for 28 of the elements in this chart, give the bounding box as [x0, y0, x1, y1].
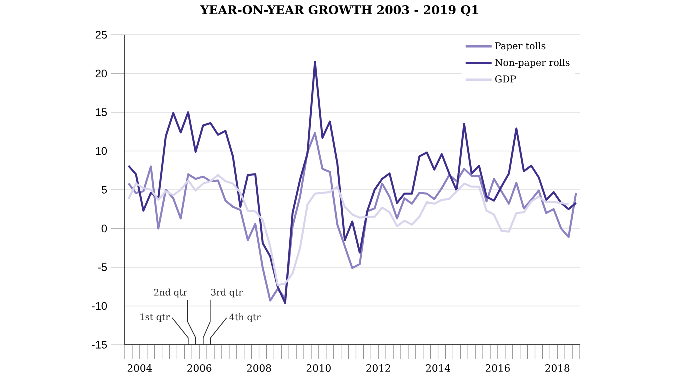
annotation: 2nd qtr — [154, 288, 188, 298]
annotation: 3rd qtr — [211, 288, 243, 298]
line-series — [128, 132, 578, 302]
y-tick-label: 0 — [102, 224, 108, 233]
legend-label: Non-paper rolls — [495, 58, 570, 68]
x-tick-label: 2006 — [188, 364, 212, 372]
annotation: 4th qtr — [230, 314, 261, 322]
x-tick-label: 2016 — [486, 364, 510, 372]
x-tick-label: 2012 — [366, 364, 390, 372]
x-tick-label: 2010 — [306, 364, 331, 372]
y-tick-label: 20 — [96, 70, 108, 78]
x-tick-label: 2004 — [128, 364, 152, 372]
annotation: 1st qtr — [140, 314, 170, 322]
line-series — [128, 61, 578, 304]
line-series — [128, 174, 570, 286]
x-tick-label: 2008 — [247, 364, 272, 372]
y-tick-label: 15 — [96, 108, 108, 116]
chart-title: YEAR-ON-YEAR GROWTH 2003 - 2019 Q1 — [200, 6, 478, 17]
y-tick-label: -5 — [98, 264, 108, 272]
y-tick-label: 10 — [96, 147, 108, 156]
y-tick-label: -15 — [92, 341, 108, 349]
legend-label: Paper tolls — [495, 42, 546, 52]
legend-label: GDP — [496, 76, 516, 83]
x-tick-label: 2018 — [546, 364, 570, 372]
y-tick-label: -10 — [92, 302, 108, 310]
x-tick-label: 2014 — [426, 364, 450, 372]
y-tick-label: 25 — [96, 31, 108, 39]
y-tick-label: 5 — [102, 186, 108, 194]
